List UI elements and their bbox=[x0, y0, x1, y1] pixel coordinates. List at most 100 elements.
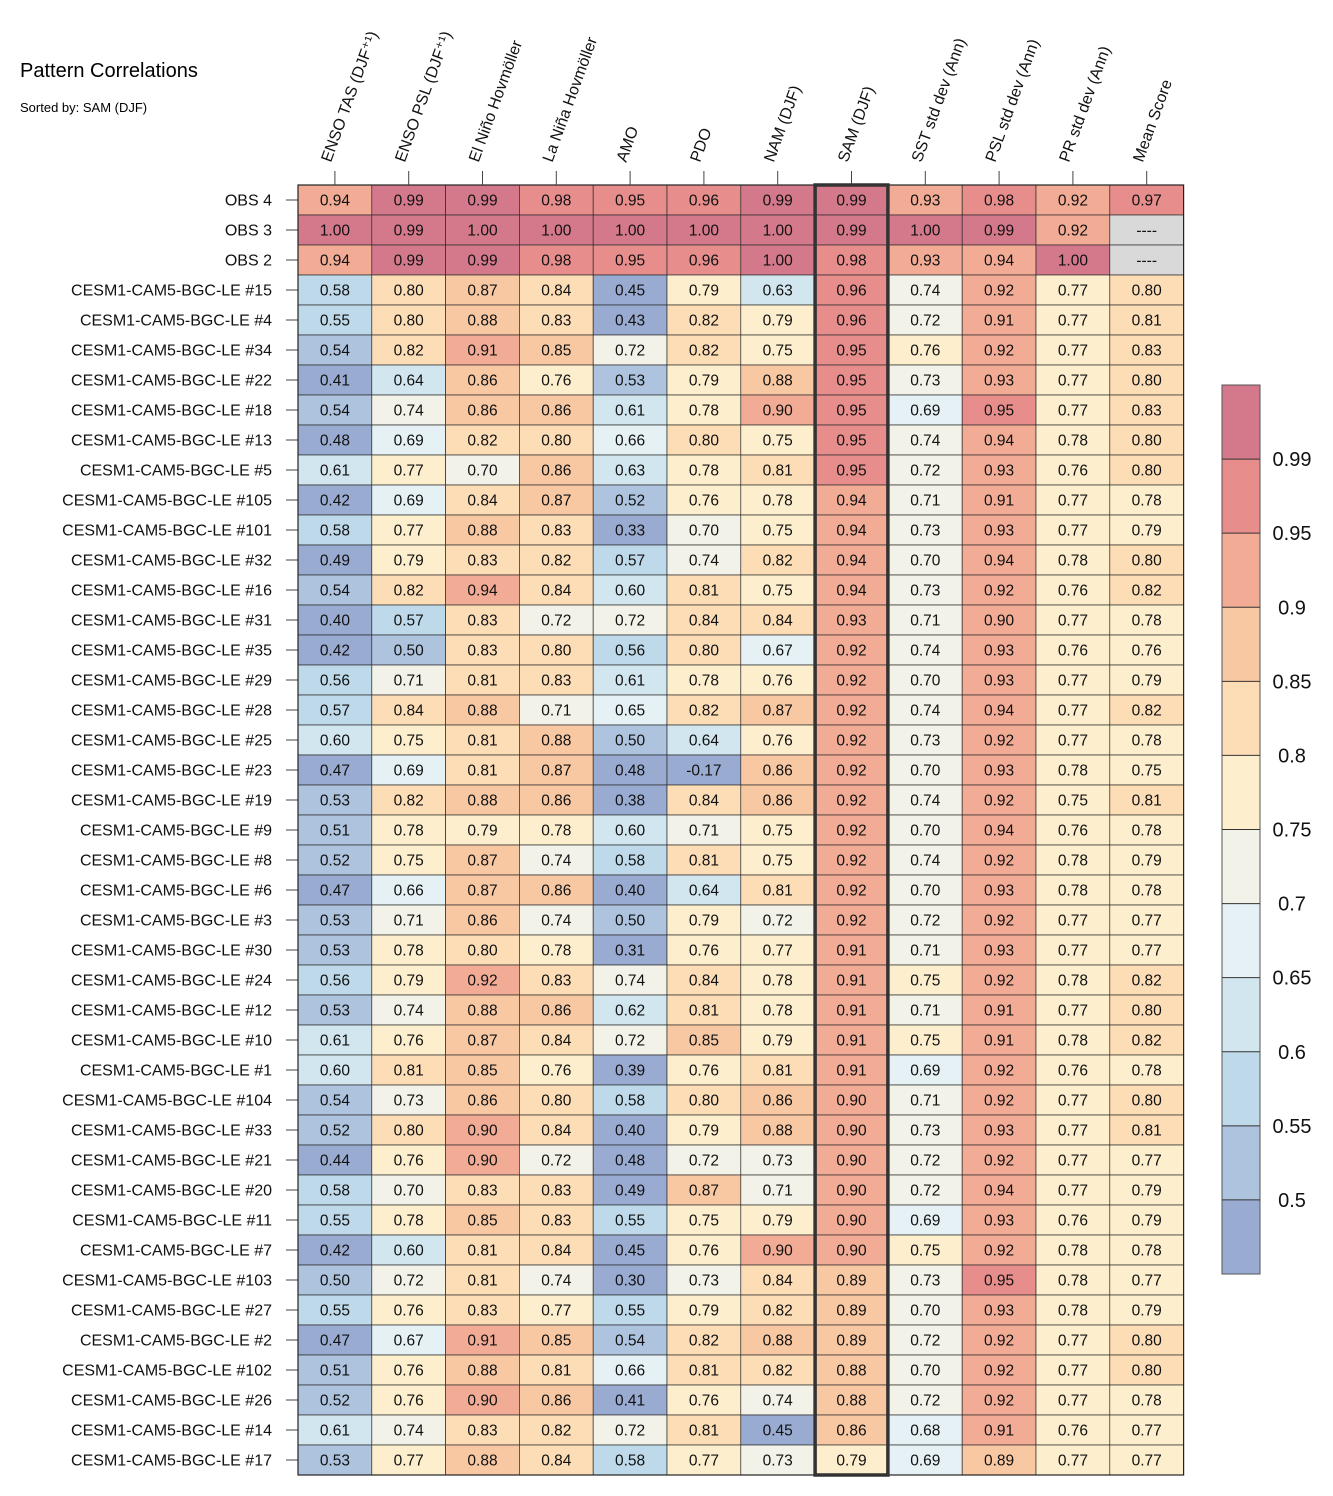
heatmap-cell bbox=[666, 844, 742, 876]
cell-value-label: 0.80 bbox=[541, 433, 572, 450]
cell-value-label: 0.53 bbox=[320, 1003, 350, 1020]
cell-value-label: 0.79 bbox=[1132, 853, 1162, 870]
cell-value-label: 0.48 bbox=[615, 1153, 645, 1170]
cell-value-label: 0.86 bbox=[467, 373, 497, 390]
cell-value-label: 0.86 bbox=[541, 1393, 571, 1410]
cell-value-label: 0.91 bbox=[836, 1003, 866, 1020]
cell-value-label: 0.54 bbox=[320, 343, 351, 360]
cell-value-label: 0.83 bbox=[1132, 343, 1162, 360]
cell-value-label: 0.88 bbox=[763, 1123, 793, 1140]
heatmap-cell bbox=[371, 364, 446, 396]
cell-value-label: 0.86 bbox=[763, 793, 793, 810]
heatmap-cell bbox=[961, 1204, 1037, 1236]
heatmap-cell bbox=[1035, 904, 1111, 936]
cell-value-label: 0.86 bbox=[763, 763, 793, 780]
heatmap-cell bbox=[888, 964, 963, 996]
cell-value-label: 0.78 bbox=[763, 973, 793, 990]
cell-value-label: 0.94 bbox=[984, 823, 1015, 840]
heatmap-cell bbox=[961, 664, 1037, 696]
cell-value-label: 0.92 bbox=[984, 1333, 1014, 1350]
heatmap-cell bbox=[961, 244, 1037, 276]
heatmap-cell bbox=[740, 514, 815, 546]
colorbar-segment bbox=[1222, 607, 1260, 682]
heatmap-cell bbox=[1109, 1354, 1184, 1386]
heatmap-cell bbox=[371, 844, 446, 876]
heatmap-cell bbox=[814, 754, 889, 786]
heatmap-cell bbox=[814, 1294, 889, 1326]
heatmap-cell bbox=[740, 1414, 815, 1446]
cell-value-label: 0.75 bbox=[1132, 763, 1162, 780]
heatmap-cell bbox=[592, 1324, 668, 1356]
heatmap-cell bbox=[297, 1054, 373, 1086]
heatmap-cell bbox=[740, 1324, 815, 1356]
cell-value-label: 0.80 bbox=[541, 1093, 572, 1110]
cell-value-label: 0.88 bbox=[467, 1453, 497, 1470]
cell-value-label: 0.92 bbox=[984, 1363, 1014, 1380]
cell-value-label: 0.78 bbox=[1132, 613, 1162, 630]
cell-value-label: 0.89 bbox=[836, 1273, 866, 1290]
cell-value-label: 0.77 bbox=[1058, 373, 1088, 390]
heatmap-cell bbox=[592, 574, 668, 606]
cell-value-label: 0.75 bbox=[1058, 793, 1088, 810]
heatmap-cell bbox=[666, 1264, 742, 1296]
heatmap-cell bbox=[888, 274, 963, 306]
heatmap-cell bbox=[740, 274, 815, 306]
cell-value-label: 0.89 bbox=[836, 1303, 866, 1320]
cell-value-label: 0.69 bbox=[910, 403, 940, 420]
cell-value-label: 0.77 bbox=[1132, 1453, 1162, 1470]
heatmap-cell bbox=[297, 184, 373, 216]
cell-value-label: 0.58 bbox=[615, 853, 645, 870]
heatmap-cell bbox=[371, 454, 446, 486]
colorbar-tick-label: 0.7 bbox=[1278, 894, 1306, 916]
cell-value-label: 0.78 bbox=[1132, 733, 1162, 750]
cell-value-label: 0.84 bbox=[541, 583, 572, 600]
cell-value-label: 0.95 bbox=[615, 193, 645, 210]
cell-value-label: 0.53 bbox=[320, 913, 350, 930]
cell-value-label: 0.77 bbox=[1058, 493, 1088, 510]
heatmap-cell bbox=[445, 244, 520, 276]
heatmap-cell bbox=[519, 1024, 594, 1056]
cell-value-label: 0.92 bbox=[836, 733, 866, 750]
cell-value-label: 0.77 bbox=[1058, 283, 1088, 300]
row-label: CESM1-CAM5-BGC-LE #104 bbox=[62, 1093, 272, 1110]
heatmap-cell bbox=[592, 964, 668, 996]
cell-value-label: 0.81 bbox=[467, 673, 497, 690]
cell-value-label: 0.81 bbox=[467, 763, 497, 780]
heatmap-cell bbox=[371, 424, 446, 456]
cell-value-label: 0.80 bbox=[1132, 1363, 1163, 1380]
cell-value-label: 0.77 bbox=[1058, 673, 1088, 690]
heatmap-cell bbox=[297, 694, 373, 726]
heatmap-cell bbox=[888, 634, 963, 666]
cell-value-label: 0.86 bbox=[763, 1093, 793, 1110]
colorbar-tick-label: 0.9 bbox=[1278, 597, 1306, 619]
cell-value-label: 1.00 bbox=[1058, 253, 1089, 270]
cell-value-label: 0.89 bbox=[836, 1333, 866, 1350]
heatmap-cell bbox=[371, 964, 446, 996]
heatmap-cell bbox=[814, 1414, 889, 1446]
cell-value-label: 0.79 bbox=[689, 1303, 719, 1320]
cell-value-label: 0.77 bbox=[1058, 733, 1088, 750]
cell-value-label: 0.89 bbox=[984, 1453, 1014, 1470]
heatmap-cell bbox=[371, 484, 446, 516]
heatmap-cell bbox=[1035, 1234, 1111, 1266]
cell-value-label: 0.84 bbox=[763, 1273, 794, 1290]
cell-value-label: 0.76 bbox=[394, 1363, 424, 1380]
cell-value-label: 0.73 bbox=[910, 733, 940, 750]
cell-value-label: 0.86 bbox=[541, 403, 571, 420]
cell-value-label: 0.91 bbox=[836, 1063, 866, 1080]
heatmap-cell bbox=[1109, 184, 1184, 216]
cell-value-label: 0.76 bbox=[1058, 823, 1088, 840]
cell-value-label: 0.61 bbox=[320, 463, 350, 480]
cell-value-label: 0.84 bbox=[541, 283, 572, 300]
cell-value-label: 0.70 bbox=[467, 463, 498, 480]
heatmap-cell bbox=[592, 1114, 668, 1146]
cell-value-label: 0.78 bbox=[1058, 973, 1088, 990]
cell-value-label: 0.39 bbox=[615, 1063, 645, 1080]
cell-value-label: 0.92 bbox=[836, 793, 866, 810]
cell-value-label: 0.75 bbox=[763, 823, 793, 840]
cell-value-label: 0.31 bbox=[615, 943, 645, 960]
heatmap-cell bbox=[519, 364, 594, 396]
colorbar-segment bbox=[1222, 1125, 1260, 1200]
heatmap-cell bbox=[961, 304, 1037, 336]
row-label: CESM1-CAM5-BGC-LE #17 bbox=[71, 1453, 272, 1470]
